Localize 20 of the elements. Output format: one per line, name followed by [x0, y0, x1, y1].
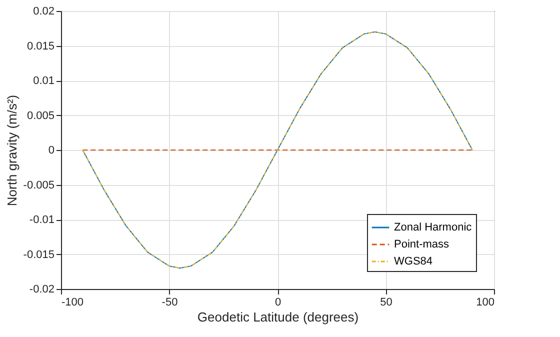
y-tick-label: 0.01 [33, 75, 54, 87]
x-tick-label: -50 [162, 296, 178, 308]
x-tick-label: 0 [274, 296, 282, 308]
y-tick-label: -0.01 [29, 214, 54, 226]
legend-label: Zonal Harmonic [394, 222, 472, 234]
x-axis-title: Geodetic Latitude (degrees) [197, 310, 359, 324]
y-axis-title: North gravity (m/s²) [4, 94, 20, 206]
legend-label: WGS84 [394, 256, 433, 268]
x-tick-label: -100 [62, 296, 84, 308]
legend-label: Point-mass [394, 238, 450, 250]
y-tick-label: 0.005 [26, 110, 54, 122]
x-tick-label: 50 [380, 296, 392, 308]
y-tick-label: -0.005 [23, 179, 54, 192]
line-series [82, 31, 473, 269]
y-tick-label: -0.02 [29, 284, 54, 296]
y-tick-label: 0 [48, 144, 54, 156]
x-tick-label: 100 [476, 296, 494, 308]
y-tick-label: -0.015 [23, 248, 54, 261]
y-tick-label: 0.02 [33, 6, 54, 18]
y-tick-label: 0.015 [26, 40, 54, 52]
